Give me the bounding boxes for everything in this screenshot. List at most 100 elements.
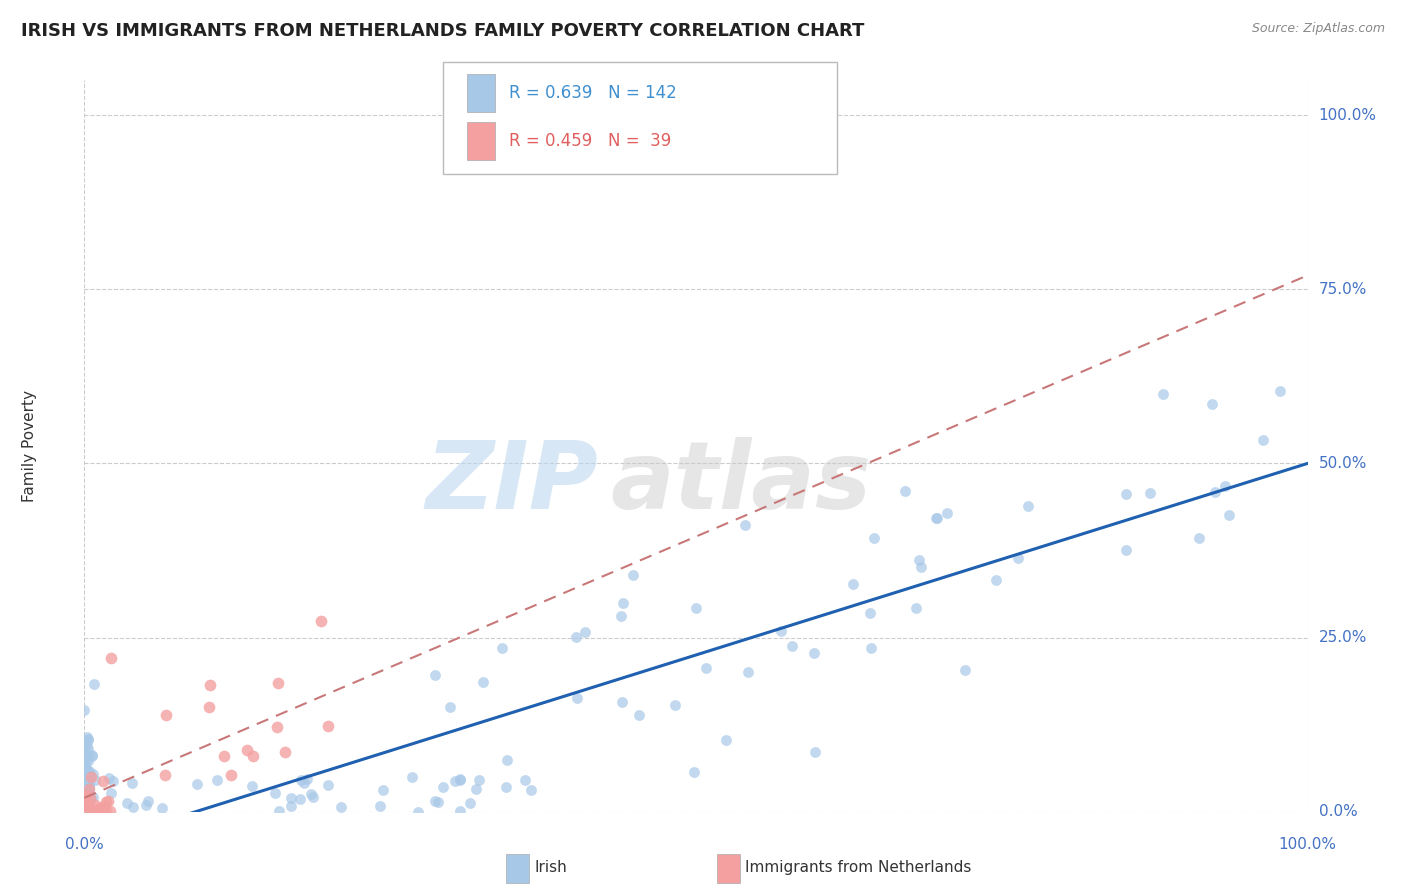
Text: 25.0%: 25.0%	[1319, 630, 1367, 645]
Point	[401, 770, 423, 784]
Point	[214, 748, 236, 763]
Point	[780, 639, 803, 653]
Point	[235, 743, 257, 757]
Point	[471, 674, 494, 689]
Point	[76, 797, 98, 811]
Point	[77, 778, 100, 792]
Point	[73, 798, 96, 813]
Point	[76, 742, 98, 756]
Point	[76, 730, 98, 744]
Point	[75, 801, 97, 815]
Point	[1213, 479, 1236, 493]
Point	[565, 691, 588, 706]
Point	[80, 792, 103, 806]
Point	[94, 804, 117, 818]
Point	[150, 800, 173, 814]
Point	[77, 772, 100, 786]
Point	[737, 665, 759, 679]
Point	[682, 765, 704, 780]
Point	[79, 780, 101, 795]
Point	[75, 789, 97, 803]
Point	[80, 747, 103, 762]
Point	[464, 781, 486, 796]
Point	[94, 795, 117, 809]
Point	[280, 790, 302, 805]
Point	[87, 804, 110, 818]
Point	[153, 767, 176, 781]
Point	[73, 743, 96, 757]
Point	[1270, 384, 1292, 398]
Point	[91, 773, 114, 788]
Point	[491, 641, 513, 656]
Point	[290, 792, 312, 806]
Point	[97, 794, 120, 808]
Point	[495, 780, 517, 794]
Point	[76, 796, 98, 810]
Point	[73, 788, 96, 802]
Point	[73, 738, 96, 752]
Point	[77, 778, 100, 792]
Point	[468, 772, 491, 787]
Point	[73, 792, 96, 806]
Text: 50.0%: 50.0%	[1319, 456, 1367, 471]
Point	[186, 777, 208, 791]
Point	[267, 804, 290, 818]
Point	[423, 667, 446, 681]
Point	[76, 752, 98, 766]
Point	[73, 765, 96, 780]
Point	[907, 553, 929, 567]
Text: 0.0%: 0.0%	[1319, 805, 1357, 819]
Point	[90, 801, 112, 815]
Point	[841, 577, 863, 591]
Point	[73, 703, 96, 717]
Point	[439, 699, 461, 714]
Point	[1188, 531, 1211, 545]
Point	[73, 786, 96, 800]
Point	[82, 803, 104, 817]
Point	[449, 805, 471, 819]
Point	[135, 798, 157, 813]
Point	[695, 660, 717, 674]
Point	[267, 676, 290, 690]
Point	[73, 763, 96, 777]
Point	[75, 778, 97, 792]
Point	[79, 791, 101, 805]
Point	[859, 607, 882, 621]
Point	[89, 804, 111, 818]
Point	[240, 779, 263, 793]
Point	[290, 772, 312, 787]
Point	[449, 773, 471, 788]
Point	[685, 601, 707, 615]
Point	[612, 596, 634, 610]
Text: ZIP: ZIP	[425, 436, 598, 529]
Point	[574, 625, 596, 640]
Text: 100.0%: 100.0%	[1278, 837, 1337, 852]
Text: Family Poverty: Family Poverty	[22, 390, 37, 502]
Point	[803, 646, 825, 660]
Point	[904, 600, 927, 615]
Point	[292, 776, 315, 790]
Text: Source: ZipAtlas.com: Source: ZipAtlas.com	[1251, 22, 1385, 36]
Point	[373, 783, 395, 797]
Point	[77, 776, 100, 790]
Point	[98, 804, 121, 818]
Text: 100.0%: 100.0%	[1319, 108, 1376, 122]
Point	[1251, 433, 1274, 447]
Point	[77, 787, 100, 801]
Point	[953, 663, 976, 677]
Point	[316, 778, 339, 792]
Point	[82, 789, 104, 804]
Point	[75, 738, 97, 752]
Point	[73, 757, 96, 772]
Point	[93, 799, 115, 814]
Point	[443, 773, 465, 788]
Point	[84, 773, 107, 788]
Point	[1115, 542, 1137, 557]
Text: R = 0.459   N =  39: R = 0.459 N = 39	[509, 132, 671, 150]
Point	[925, 511, 948, 525]
Point	[274, 745, 297, 759]
Point	[73, 801, 96, 815]
Point	[449, 772, 471, 786]
Point	[1152, 387, 1174, 401]
Point	[1007, 550, 1029, 565]
